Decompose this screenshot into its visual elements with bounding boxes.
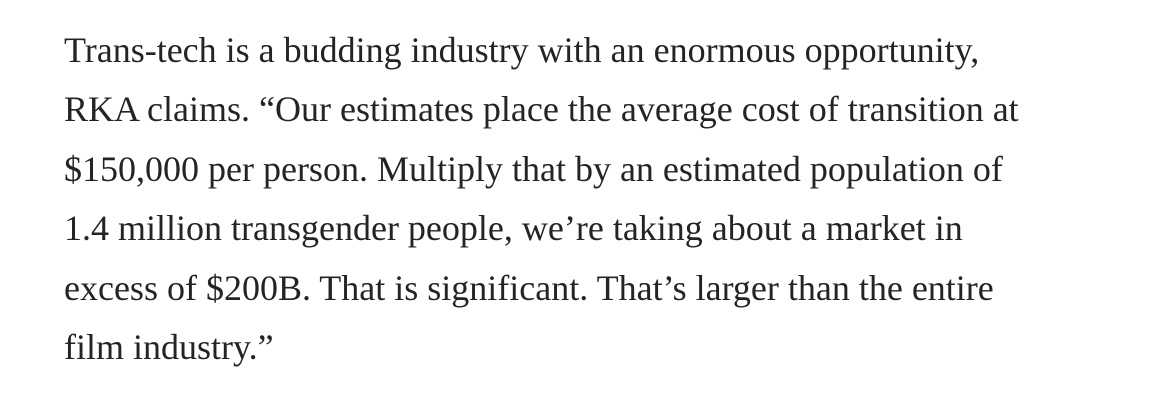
- text-line: $150,000 per person. Multiply that by an…: [64, 148, 1003, 189]
- text-line: film industry.”: [64, 327, 274, 368]
- text-line: RKA claims. “Our estimates place the ave…: [64, 89, 1019, 130]
- text-line: Trans-tech is a budding industry with an…: [64, 30, 980, 70]
- text-line: 1.4 million transgender people, we’re ta…: [64, 208, 963, 249]
- text-line: excess of $200B. That is significant. Th…: [64, 267, 994, 308]
